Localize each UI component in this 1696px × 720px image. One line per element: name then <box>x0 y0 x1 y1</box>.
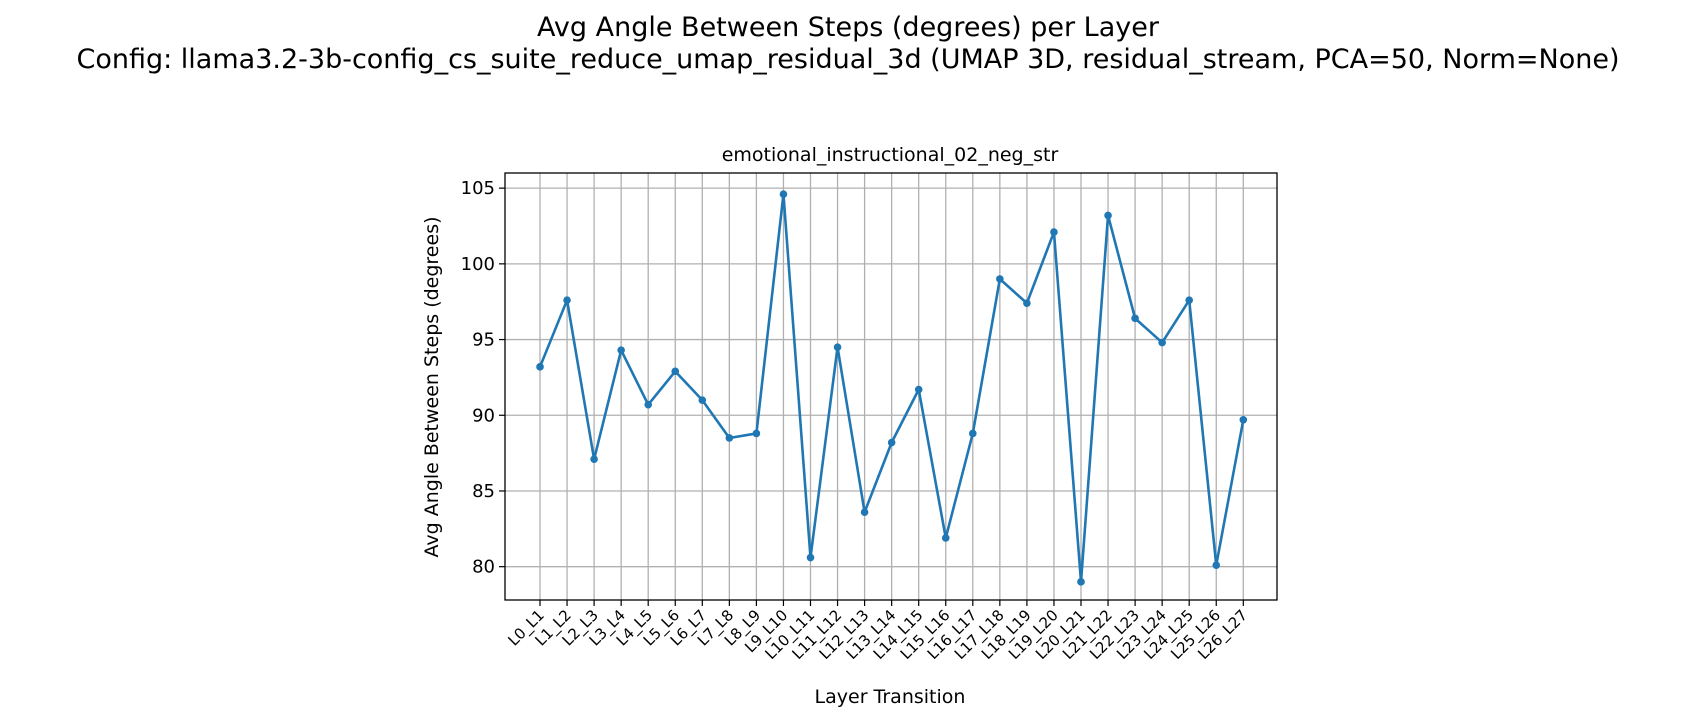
data-point <box>725 434 734 442</box>
x-axis-label: Layer Transition <box>815 686 966 708</box>
data-point <box>914 385 923 394</box>
data-point <box>779 190 788 198</box>
data-point <box>590 455 598 463</box>
data-point <box>1185 296 1193 304</box>
series-line-group <box>536 190 1248 586</box>
data-point <box>1239 416 1248 424</box>
data-point <box>860 508 869 516</box>
data-point <box>941 534 950 542</box>
data-point <box>1077 578 1085 586</box>
data-point <box>833 343 842 351</box>
data-point <box>698 396 707 404</box>
data-point <box>969 429 977 438</box>
y-tick-label: 95 <box>472 330 495 351</box>
data-point <box>1050 228 1058 236</box>
y-tick-label: 100 <box>461 254 495 275</box>
data-point <box>806 553 815 562</box>
y-tick-label: 90 <box>472 405 495 426</box>
data-point <box>1104 211 1112 220</box>
figure-suptitle-line2: Config: llama3.2-3b-config_cs_suite_redu… <box>76 44 1620 75</box>
data-point <box>1212 561 1221 569</box>
data-point <box>887 438 896 447</box>
axis-ticks: L0_L1L1_L2L2_L3L3_L4L4_L5L5_L6L6_L7L7_L8… <box>461 178 1252 664</box>
y-tick-label: 85 <box>472 481 495 502</box>
chart-title: emotional_instructional_02_neg_str <box>722 144 1059 166</box>
y-axis-label: Avg Angle Between Steps (degrees) <box>421 216 443 557</box>
data-point <box>752 429 761 438</box>
data-point <box>617 346 625 354</box>
data-point <box>644 400 652 409</box>
data-point <box>1158 338 1166 347</box>
y-tick-label: 105 <box>461 178 495 199</box>
data-point <box>536 363 544 371</box>
plot-area-frame <box>504 172 1278 601</box>
data-point <box>563 296 571 304</box>
data-point <box>1131 314 1139 323</box>
figure-suptitle-line1: Avg Angle Between Steps (degrees) per La… <box>537 12 1159 43</box>
y-tick-label: 80 <box>472 557 495 578</box>
data-point <box>671 367 680 376</box>
data-point <box>996 275 1004 283</box>
data-point <box>1023 299 1031 308</box>
grid <box>505 173 1277 600</box>
